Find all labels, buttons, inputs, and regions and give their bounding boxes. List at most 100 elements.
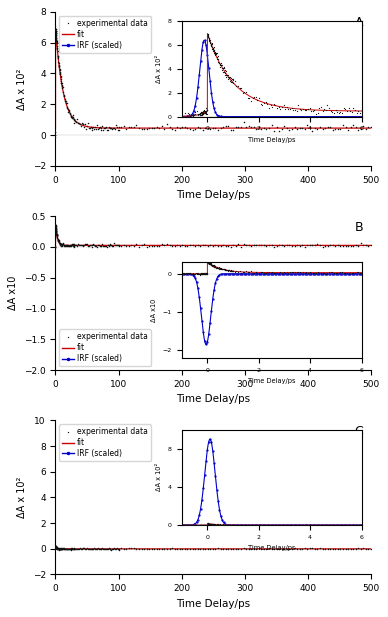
Point bbox=[109, 124, 115, 134]
Point bbox=[53, 31, 59, 41]
Point bbox=[112, 124, 118, 134]
Point bbox=[123, 544, 129, 554]
Point bbox=[100, 125, 106, 135]
Point bbox=[304, 120, 310, 130]
Point bbox=[116, 544, 122, 554]
Point bbox=[345, 241, 351, 251]
Point bbox=[62, 96, 68, 106]
Point bbox=[57, 239, 63, 249]
Point bbox=[128, 123, 135, 133]
Point bbox=[77, 119, 83, 129]
Text: A: A bbox=[355, 17, 363, 30]
Legend: experimental data, fit, IRF (scaled): experimental data, fit, IRF (scaled) bbox=[59, 424, 151, 461]
Point bbox=[52, 544, 58, 554]
Point bbox=[51, 242, 57, 252]
Point bbox=[118, 122, 124, 132]
Point bbox=[325, 122, 331, 132]
Point bbox=[85, 118, 91, 128]
Point bbox=[54, 38, 60, 48]
Point bbox=[78, 240, 85, 250]
Legend: experimental data, fit, IRF (scaled): experimental data, fit, IRF (scaled) bbox=[59, 15, 151, 52]
Point bbox=[57, 67, 63, 77]
Point bbox=[144, 242, 150, 252]
Point bbox=[156, 544, 163, 554]
Point bbox=[126, 241, 132, 251]
Point bbox=[52, 544, 58, 553]
Point bbox=[50, 242, 56, 252]
Point bbox=[56, 60, 62, 70]
Point bbox=[220, 122, 226, 132]
Point bbox=[55, 51, 61, 61]
Point bbox=[54, 41, 60, 51]
Point bbox=[109, 544, 115, 554]
Point bbox=[294, 544, 300, 554]
Point bbox=[84, 239, 90, 249]
Point bbox=[337, 241, 343, 251]
Point bbox=[49, 544, 55, 553]
Point bbox=[246, 122, 252, 131]
Point bbox=[56, 236, 62, 246]
Point bbox=[66, 241, 72, 251]
Point bbox=[151, 123, 158, 133]
Point bbox=[279, 124, 285, 134]
Point bbox=[187, 544, 193, 553]
Y-axis label: ΔA x 10²: ΔA x 10² bbox=[17, 477, 27, 518]
Point bbox=[332, 241, 338, 251]
Point bbox=[296, 544, 303, 554]
Point bbox=[289, 241, 295, 251]
Point bbox=[64, 99, 70, 109]
Point bbox=[58, 78, 64, 88]
Point bbox=[74, 114, 80, 123]
Point bbox=[54, 233, 61, 242]
Point bbox=[56, 238, 62, 248]
Point bbox=[57, 64, 63, 74]
Point bbox=[111, 123, 117, 133]
Point bbox=[94, 120, 100, 130]
Point bbox=[327, 122, 333, 131]
Point bbox=[343, 241, 349, 251]
Point bbox=[108, 239, 114, 249]
Point bbox=[279, 240, 285, 250]
Point bbox=[50, 129, 56, 139]
Point bbox=[52, 220, 59, 230]
Point bbox=[53, 543, 59, 553]
Point bbox=[363, 544, 369, 553]
Point bbox=[50, 544, 57, 553]
Point bbox=[274, 241, 280, 251]
Point bbox=[286, 544, 293, 554]
Point bbox=[133, 239, 140, 249]
Point bbox=[71, 239, 78, 249]
Point bbox=[207, 125, 213, 135]
Point bbox=[63, 544, 69, 554]
Point bbox=[55, 236, 61, 246]
Point bbox=[343, 123, 349, 133]
Point bbox=[55, 235, 61, 245]
Point bbox=[59, 83, 65, 93]
Point bbox=[53, 542, 59, 552]
Point bbox=[68, 112, 74, 122]
Point bbox=[53, 542, 59, 552]
Point bbox=[69, 239, 75, 249]
Point bbox=[136, 242, 142, 252]
Point bbox=[141, 125, 147, 135]
Point bbox=[166, 240, 173, 250]
Point bbox=[54, 543, 60, 553]
Point bbox=[53, 27, 59, 36]
Point bbox=[53, 543, 59, 553]
Point bbox=[218, 241, 224, 251]
Point bbox=[53, 226, 59, 236]
Point bbox=[52, 241, 58, 251]
Point bbox=[56, 237, 62, 247]
Point bbox=[82, 119, 88, 129]
Point bbox=[225, 544, 231, 553]
Point bbox=[291, 543, 298, 553]
Point bbox=[340, 241, 346, 251]
Point bbox=[243, 240, 249, 250]
Point bbox=[66, 544, 72, 553]
Point bbox=[161, 240, 168, 250]
Point bbox=[71, 242, 77, 252]
Point bbox=[58, 544, 64, 553]
Point bbox=[52, 25, 59, 35]
Point bbox=[251, 122, 257, 132]
Point bbox=[289, 124, 295, 134]
